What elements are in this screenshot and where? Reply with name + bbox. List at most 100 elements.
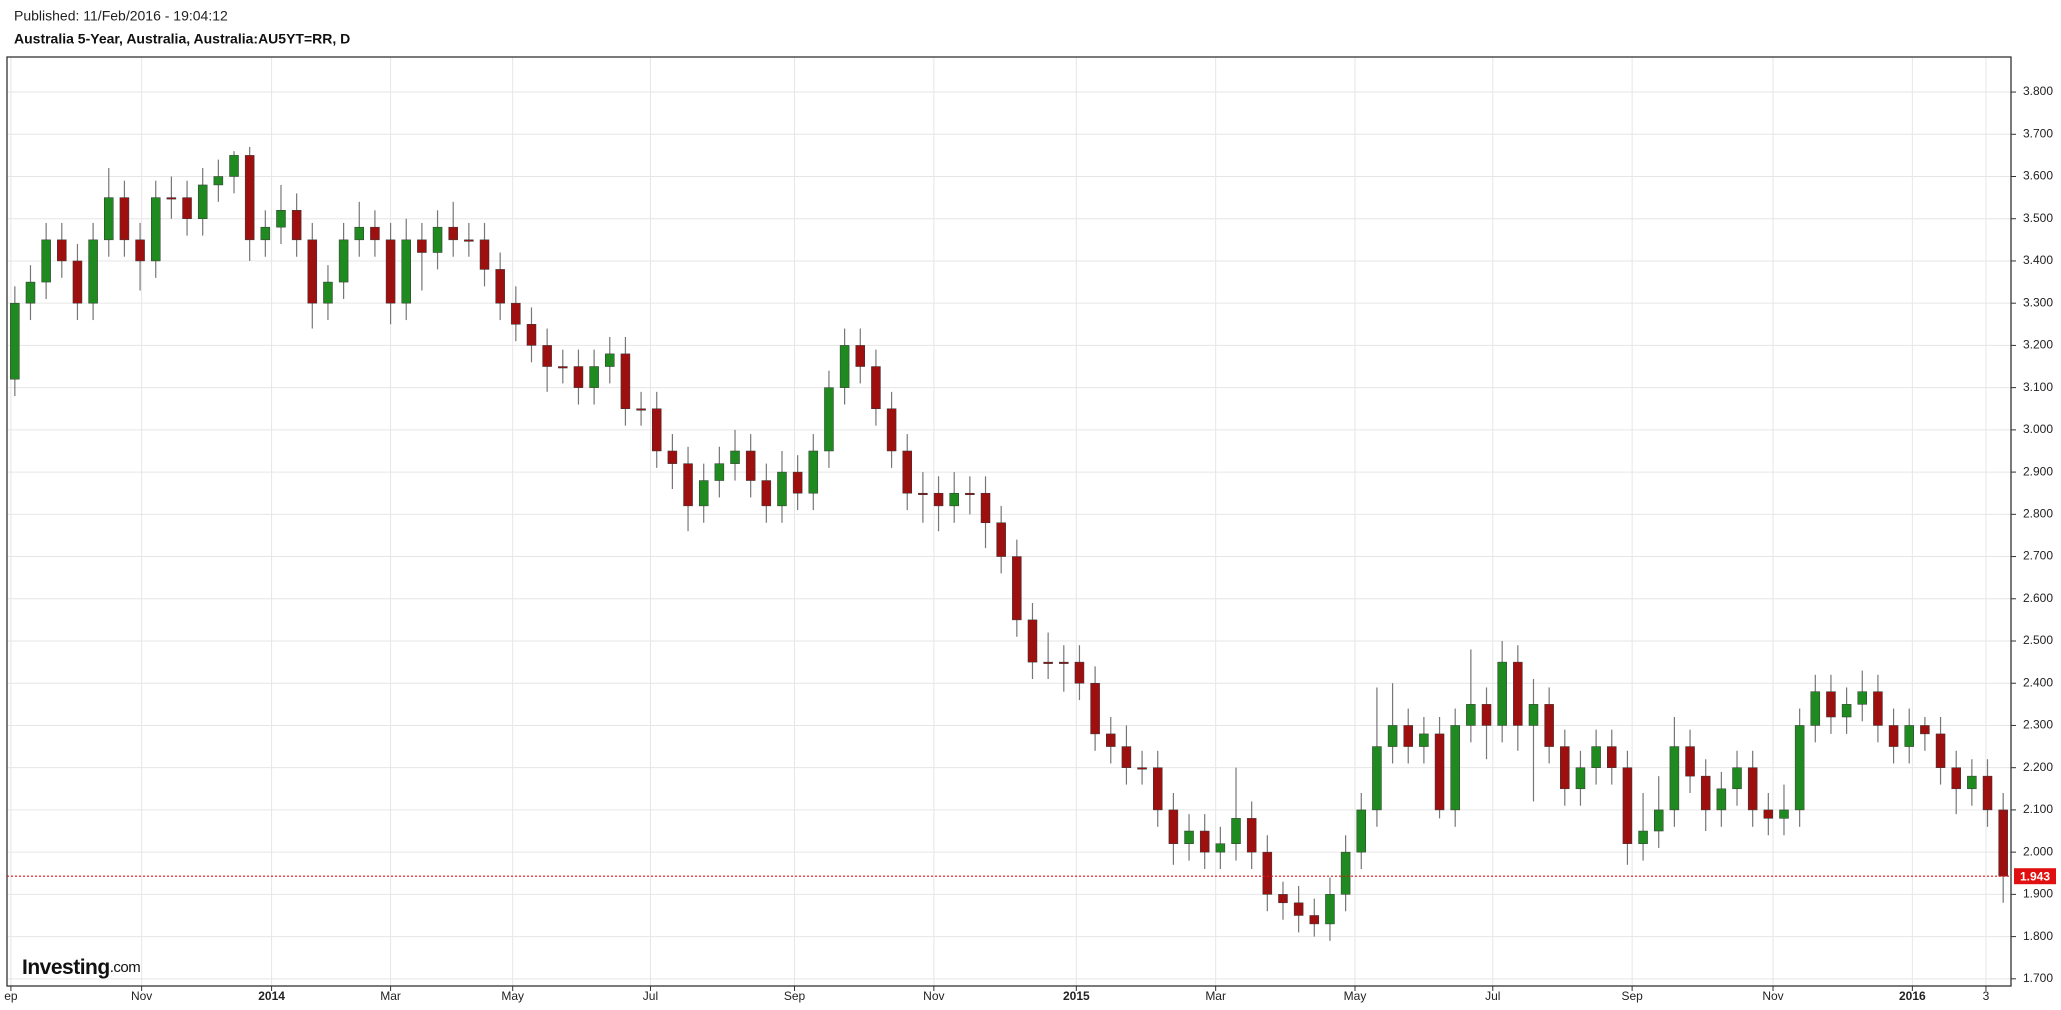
candle-body xyxy=(25,281,36,304)
candle-body xyxy=(1669,746,1680,811)
x-tick-label: Sep xyxy=(1621,989,1643,1003)
candle-body xyxy=(1607,746,1617,768)
candle-body xyxy=(1246,818,1257,853)
x-tick-label: Jul xyxy=(1485,989,1500,1003)
y-tick-label: 3.300 xyxy=(2023,295,2053,309)
y-tick-label: 2.300 xyxy=(2023,718,2053,732)
last-price-tag xyxy=(2014,868,2056,885)
y-tick-label: 3.400 xyxy=(2023,253,2053,267)
candle-body xyxy=(1982,775,1993,811)
y-tick-label: 2.600 xyxy=(2023,591,2053,605)
candle-body xyxy=(902,450,912,494)
candle-body xyxy=(448,226,458,241)
y-tick-label: 2.200 xyxy=(2023,760,2053,774)
candle-body xyxy=(1027,619,1038,663)
candle-body xyxy=(745,450,756,481)
candle-body xyxy=(464,239,474,242)
candle-body xyxy=(1106,733,1116,747)
candle-body xyxy=(714,463,725,481)
candle-body xyxy=(1121,746,1132,768)
x-tick-label: May xyxy=(501,989,524,1003)
grid xyxy=(7,57,2016,991)
candle-body xyxy=(933,492,944,507)
x-tick-label: Jul xyxy=(643,989,658,1003)
candle-body xyxy=(1560,746,1570,790)
candle-body xyxy=(338,239,349,283)
y-tick-label: 1.800 xyxy=(2023,929,2053,943)
candle-body xyxy=(730,450,740,464)
candle-body xyxy=(824,387,834,452)
candle-body xyxy=(1732,767,1742,790)
candle-body xyxy=(1419,733,1429,747)
candle-body xyxy=(166,197,177,200)
y-tick-label: 3.100 xyxy=(2023,380,2053,394)
candle-body xyxy=(589,366,599,388)
candle-body xyxy=(918,492,928,495)
candle-body xyxy=(213,176,224,186)
candle-body xyxy=(1920,725,1930,735)
candle-body xyxy=(197,184,208,219)
candle-body xyxy=(1059,661,1069,664)
y-tick-label: 3.500 xyxy=(2023,211,2053,225)
candle-body xyxy=(1513,661,1523,726)
candle-body xyxy=(777,471,787,507)
candle-body xyxy=(636,408,646,411)
candle-body xyxy=(1497,661,1507,726)
x-tick-label: Mar xyxy=(380,989,401,1003)
candle-body xyxy=(871,366,881,410)
candle-body xyxy=(1575,767,1586,790)
candle-body xyxy=(1998,809,2008,877)
logo-main: Investing xyxy=(22,956,110,979)
candle-body xyxy=(229,155,239,177)
candle-body xyxy=(150,197,161,262)
candle-body xyxy=(1700,775,1711,811)
y-tick-label: 2.700 xyxy=(2023,549,2053,563)
candle-body xyxy=(558,366,568,369)
candle-body xyxy=(1325,894,1335,925)
candle-body xyxy=(1904,725,1914,747)
candle-body xyxy=(417,239,427,253)
candle-body xyxy=(1043,661,1053,664)
y-tick-label: 3.700 xyxy=(2023,126,2053,140)
candle-body xyxy=(1403,725,1413,747)
candle-body xyxy=(1199,830,1210,853)
candle-body xyxy=(526,324,537,346)
logo-text: Investing.com xyxy=(22,956,140,979)
candle-body xyxy=(1716,788,1727,811)
candle-body xyxy=(88,239,98,304)
y-tick-label: 2.800 xyxy=(2023,506,2053,520)
x-tick-label: Nov xyxy=(1762,989,1783,1003)
candle-body xyxy=(605,353,615,367)
candle-body xyxy=(1309,915,1320,925)
x-tick-label: Sep xyxy=(784,989,806,1003)
candle-body xyxy=(1184,830,1194,844)
candle-body xyxy=(886,408,897,452)
x-tick-label: Mar xyxy=(1205,989,1226,1003)
y-tick-label: 2.100 xyxy=(2023,802,2053,816)
candle-body xyxy=(1591,746,1601,768)
candle-body xyxy=(1528,704,1539,726)
candle-body xyxy=(1387,725,1398,747)
candle-body xyxy=(620,353,631,410)
chart-title: Australia 5-Year, Australia, Australia:A… xyxy=(14,31,350,47)
y-tick-label: 1.900 xyxy=(2023,887,2053,901)
candle-body xyxy=(307,239,318,304)
candle-body xyxy=(1888,725,1899,747)
candle-body xyxy=(244,155,255,241)
y-tick-label: 3.000 xyxy=(2023,422,2053,436)
candle-body xyxy=(1372,746,1382,811)
candle-body xyxy=(839,345,850,388)
candle-body xyxy=(1278,894,1288,904)
candle-body xyxy=(1638,830,1648,844)
candle-body xyxy=(10,302,20,380)
candle-body xyxy=(432,226,443,253)
candle-body xyxy=(1826,691,1836,718)
x-tick-label: Nov xyxy=(131,989,152,1003)
candle-body xyxy=(1794,725,1805,811)
candle-body xyxy=(1215,843,1226,853)
candle-body xyxy=(1747,767,1758,811)
candle-body xyxy=(1779,809,1789,819)
candle-body xyxy=(1450,725,1460,811)
